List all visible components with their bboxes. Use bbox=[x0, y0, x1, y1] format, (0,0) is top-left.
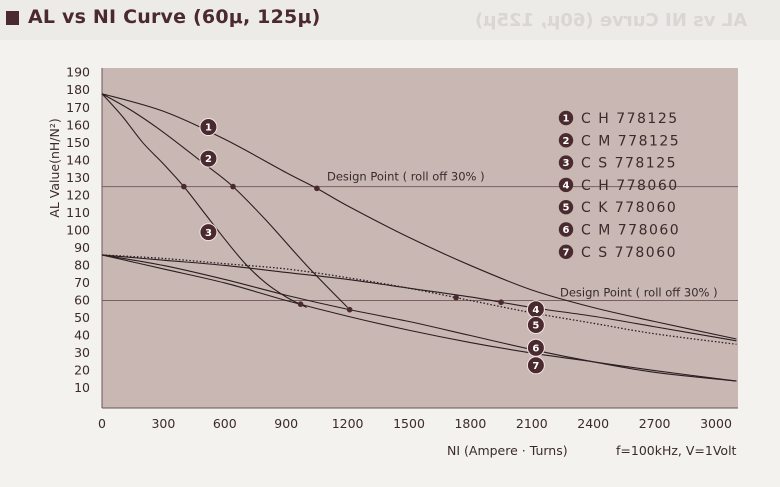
legend-label: C H 778125 bbox=[581, 111, 679, 127]
design-point-marker bbox=[230, 183, 236, 190]
legend-number: 4 bbox=[563, 180, 570, 191]
curve-badge-2: 2 bbox=[199, 149, 218, 168]
y-tick-label: 40 bbox=[74, 328, 90, 343]
curve-badge-1: 1 bbox=[199, 118, 218, 137]
curve-badge-number: 7 bbox=[532, 361, 539, 372]
legend-label: C M 778060 bbox=[581, 223, 680, 239]
curve-2 bbox=[101, 93, 348, 308]
y-tick-label: 50 bbox=[74, 310, 90, 325]
legend-label: C S 778125 bbox=[581, 156, 677, 172]
y-tick-label: 30 bbox=[74, 345, 90, 360]
curve-7 bbox=[101, 254, 737, 382]
curve-badge-7: 7 bbox=[526, 356, 545, 375]
design-point-marker bbox=[314, 185, 320, 192]
legend-item: 3 C S 778125 bbox=[558, 155, 677, 172]
legend-number: 3 bbox=[563, 158, 570, 169]
legend-number: 1 bbox=[563, 114, 570, 125]
design-point-marker bbox=[453, 294, 459, 301]
legend-number: 5 bbox=[563, 203, 570, 214]
y-tick-label: 100 bbox=[66, 222, 90, 237]
y-tick-label: 110 bbox=[66, 205, 90, 220]
design-point-marker bbox=[346, 306, 353, 313]
x-tick-label: 2100 bbox=[516, 416, 548, 431]
legend-label: C K 778060 bbox=[581, 200, 677, 216]
header-bar: AL vs NI Curve (60μ, 125μ) AL vs NI Curv… bbox=[0, 0, 780, 40]
y-tick-label: 190 bbox=[66, 65, 90, 80]
curve-badge-5: 5 bbox=[526, 316, 545, 335]
x-tick-label: 1500 bbox=[393, 416, 425, 431]
curve-badge-number: 2 bbox=[205, 154, 212, 165]
header-square-icon bbox=[6, 11, 19, 25]
x-tick-label: 3000 bbox=[700, 416, 732, 431]
legend-item: 7 C S 778060 bbox=[558, 244, 677, 261]
legend-number: 2 bbox=[563, 136, 570, 147]
curve-badge-3: 3 bbox=[199, 223, 218, 242]
x-tick-label: 0 bbox=[98, 416, 106, 431]
y-tick-label: 180 bbox=[66, 82, 90, 97]
curve-3 bbox=[101, 93, 307, 308]
legend-label: C S 778060 bbox=[581, 245, 677, 261]
y-tick-label: 140 bbox=[66, 152, 90, 167]
curve-badge-4: 4 bbox=[526, 300, 545, 319]
legend-item: 2 C M 778125 bbox=[558, 133, 680, 149]
legend-number: 7 bbox=[563, 247, 570, 258]
curve-badge-number: 5 bbox=[532, 321, 539, 332]
conditions-note: f=100kHz, V=1Volt bbox=[616, 443, 737, 458]
legend-label: C H 778060 bbox=[581, 178, 679, 194]
x-tick-label: 300 bbox=[151, 416, 175, 431]
curve-5 bbox=[101, 254, 737, 345]
y-tick-label: 80 bbox=[74, 257, 90, 272]
x-tick-label: 900 bbox=[274, 416, 298, 431]
curve-badge-number: 3 bbox=[205, 228, 212, 239]
x-tick-label: 1200 bbox=[332, 416, 364, 431]
y-tick-label: 170 bbox=[66, 100, 90, 115]
x-tick-label: 2400 bbox=[577, 416, 609, 431]
design-point-marker bbox=[498, 299, 504, 306]
legend-item: 6 C M 778060 bbox=[558, 222, 680, 239]
y-tick-label: 70 bbox=[74, 275, 90, 290]
x-axis-title: NI (Ampere · Turns) bbox=[447, 443, 568, 458]
x-tick-label: 1800 bbox=[454, 416, 486, 431]
curve-badge-number: 4 bbox=[532, 305, 539, 316]
legend-label: C M 778125 bbox=[581, 133, 680, 149]
design-point-marker bbox=[297, 301, 304, 307]
design-point-marker bbox=[181, 183, 187, 190]
y-tick-label: 90 bbox=[74, 240, 90, 255]
curve-badge-number: 1 bbox=[205, 123, 212, 134]
x-tick-label: 600 bbox=[213, 416, 237, 431]
curve-1 bbox=[101, 93, 737, 340]
y-tick-label: 160 bbox=[66, 117, 90, 132]
y-tick-label: 120 bbox=[66, 187, 90, 202]
curve-6 bbox=[101, 254, 737, 382]
y-tick-label: 10 bbox=[74, 380, 90, 395]
curve-badge-6: 6 bbox=[526, 338, 545, 357]
design-point-label: Design Point ( roll off 30% ) bbox=[560, 285, 718, 299]
y-tick-label: 130 bbox=[66, 170, 90, 185]
x-tick-label: 2700 bbox=[639, 416, 671, 431]
legend-item: 5 C K 778060 bbox=[558, 200, 677, 216]
curve-badge-number: 6 bbox=[532, 343, 539, 354]
legend-item: 1 C H 778125 bbox=[558, 110, 679, 127]
y-tick-label: 20 bbox=[74, 363, 90, 378]
y-tick-label: 60 bbox=[74, 292, 90, 307]
y-tick-label: 150 bbox=[66, 135, 90, 150]
y-axis-title: AL Value(nH/N²) bbox=[47, 118, 62, 217]
page-title: AL vs NI Curve (60μ, 125μ) bbox=[28, 6, 321, 28]
legend-item: 4 C H 778060 bbox=[558, 177, 679, 194]
design-point-label: Design Point ( roll off 30% ) bbox=[327, 170, 485, 184]
legend-number: 6 bbox=[563, 225, 570, 236]
